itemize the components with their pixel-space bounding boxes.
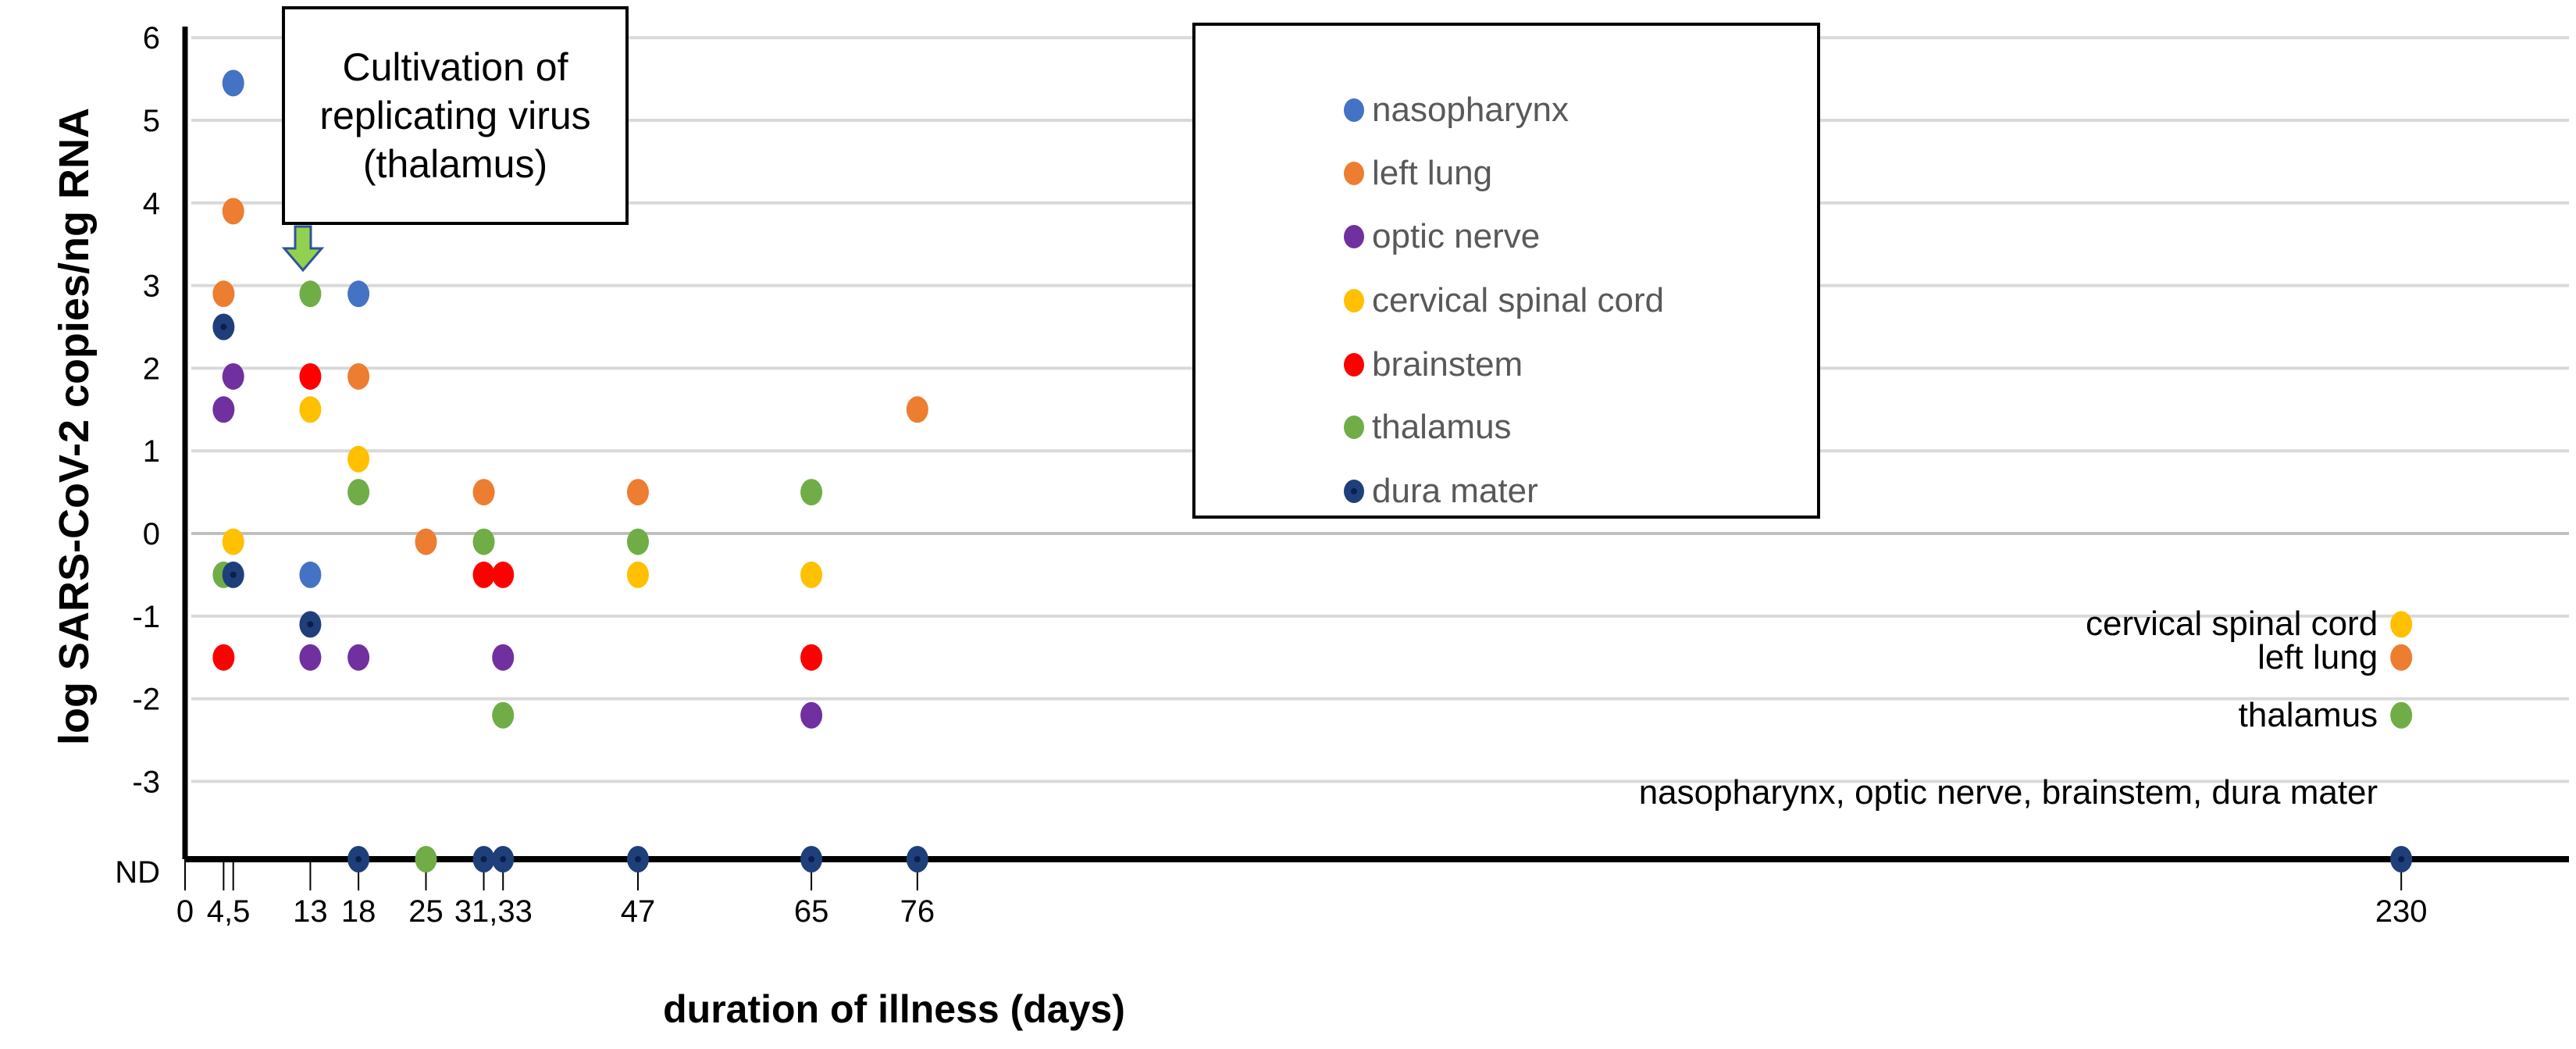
data-point-center bbox=[2398, 856, 2405, 862]
data-point-left-lung bbox=[626, 479, 649, 506]
data-point-center bbox=[230, 571, 237, 578]
legend-marker bbox=[1344, 225, 1364, 248]
y-tick-label: 3 bbox=[143, 269, 160, 304]
y-tick-label: -1 bbox=[132, 600, 160, 634]
legend-label: dura mater bbox=[1372, 472, 1538, 510]
legend-item-cervical-spinal-cord: cervical spinal cord bbox=[1344, 281, 1664, 320]
y-tick-label: 4 bbox=[143, 187, 160, 221]
legend-marker bbox=[1344, 98, 1364, 122]
data-point-cervical-spinal-cord bbox=[626, 561, 649, 588]
point-label: thalamus bbox=[2238, 695, 2378, 734]
y-tick-label: ND bbox=[115, 855, 160, 890]
data-point-cervical-spinal-cord bbox=[800, 561, 823, 588]
y-tick-label: 0 bbox=[143, 517, 160, 551]
data-point-center bbox=[220, 323, 227, 330]
data-point-left-lung bbox=[906, 396, 928, 423]
data-point-brainstem bbox=[472, 561, 495, 588]
data-point-thalamus bbox=[2390, 701, 2413, 729]
data-point-center bbox=[808, 856, 815, 862]
legend-marker bbox=[1344, 480, 1364, 503]
legend-item-left-lung: left lung bbox=[1344, 154, 1492, 193]
data-point-center bbox=[355, 856, 362, 862]
point-label: left lung bbox=[2257, 637, 2378, 676]
y-tick-label: 1 bbox=[143, 434, 160, 469]
data-point-optic-nerve bbox=[800, 701, 823, 729]
data-point-center bbox=[307, 621, 314, 628]
data-point-left-lung bbox=[347, 362, 370, 390]
data-point-nasopharynx bbox=[347, 280, 370, 308]
data-point-left-lung bbox=[222, 198, 244, 225]
data-point-brainstem bbox=[800, 644, 823, 671]
y-tick-label: 5 bbox=[143, 104, 160, 138]
y-tick-label: 6 bbox=[143, 21, 160, 55]
point-label: cervical spinal cord bbox=[2086, 605, 2378, 644]
data-point-thalamus bbox=[492, 701, 515, 729]
data-point-left-lung bbox=[212, 280, 235, 308]
data-point-cervical-spinal-cord bbox=[299, 396, 322, 423]
data-point-thalamus bbox=[626, 528, 649, 555]
data-point-nasopharynx bbox=[299, 561, 322, 588]
data-point-brainstem bbox=[212, 644, 235, 671]
legend-marker bbox=[1344, 353, 1364, 376]
data-point-thalamus bbox=[299, 280, 322, 308]
data-point-center bbox=[634, 856, 641, 862]
data-point-nasopharynx bbox=[222, 70, 244, 97]
data-point-brainstem bbox=[492, 561, 515, 588]
legend-label: brainstem bbox=[1372, 345, 1523, 384]
data-point-left-lung bbox=[472, 479, 495, 506]
y-tick-label: -2 bbox=[132, 683, 160, 717]
x-tick-label: 0 bbox=[176, 894, 194, 929]
data-point-thalamus bbox=[472, 528, 495, 555]
legend-item-brainstem: brainstem bbox=[1344, 345, 1523, 384]
data-point-left-lung bbox=[415, 528, 437, 555]
legend-item-dura-mater: dura mater bbox=[1344, 472, 1538, 511]
data-point-thalamus bbox=[347, 479, 370, 506]
legend-label: optic nerve bbox=[1372, 217, 1541, 255]
x-tick-label: 4,5 bbox=[207, 894, 251, 929]
y-axis-title: log SARS-CoV-2 copies/ng RNA bbox=[51, 107, 98, 746]
data-point-brainstem bbox=[299, 362, 322, 390]
point-label: nasopharynx, optic nerve, brainstem, dur… bbox=[1638, 773, 2378, 812]
data-point-center bbox=[500, 856, 507, 862]
data-point-center bbox=[480, 856, 487, 862]
legend-label: thalamus bbox=[1372, 408, 1512, 446]
annotation-arrow bbox=[281, 225, 325, 273]
y-tick-label: -3 bbox=[132, 765, 160, 799]
data-point-cervical-spinal-cord bbox=[2390, 611, 2413, 638]
legend-item-nasopharynx: nasopharynx bbox=[1344, 91, 1569, 130]
data-point-center bbox=[914, 856, 921, 862]
legend-item-thalamus: thalamus bbox=[1344, 408, 1512, 447]
x-tick-label: 18 bbox=[341, 894, 376, 929]
legend-item-optic-nerve: optic nerve bbox=[1344, 217, 1540, 256]
legend-marker bbox=[1344, 416, 1364, 439]
x-tick-label: 65 bbox=[794, 894, 829, 929]
data-point-optic-nerve bbox=[212, 396, 235, 423]
data-point-optic-nerve bbox=[299, 644, 322, 671]
x-tick-label: 230 bbox=[2375, 894, 2428, 929]
legend-label: cervical spinal cord bbox=[1372, 281, 1665, 319]
data-point-thalamus bbox=[800, 479, 823, 506]
x-tick-label: 76 bbox=[900, 894, 935, 929]
x-axis-title: duration of illness (days) bbox=[663, 987, 1125, 1031]
x-tick-label: 13 bbox=[293, 894, 328, 929]
cultivation-annotation: Cultivation of replicating virus (thalam… bbox=[282, 6, 629, 225]
data-point-cervical-spinal-cord bbox=[222, 528, 244, 555]
legend-label: nasopharynx bbox=[1372, 91, 1569, 129]
y-tick-label: 2 bbox=[143, 351, 160, 386]
data-point-optic-nerve bbox=[222, 362, 244, 390]
x-tick-label: 47 bbox=[621, 894, 656, 929]
legend-label: left lung bbox=[1372, 154, 1493, 192]
data-point-optic-nerve bbox=[492, 644, 515, 671]
x-tick-label: 31,33 bbox=[454, 894, 533, 929]
data-point-left-lung bbox=[2390, 644, 2413, 671]
legend-marker bbox=[1344, 162, 1364, 185]
legend: nasopharynx left lung optic nerve cervic… bbox=[1192, 23, 1820, 519]
x-tick-label: 25 bbox=[408, 894, 444, 929]
data-point-thalamus bbox=[415, 846, 437, 872]
data-point-optic-nerve bbox=[347, 644, 370, 671]
data-point-cervical-spinal-cord bbox=[347, 445, 370, 473]
legend-marker bbox=[1344, 289, 1364, 312]
